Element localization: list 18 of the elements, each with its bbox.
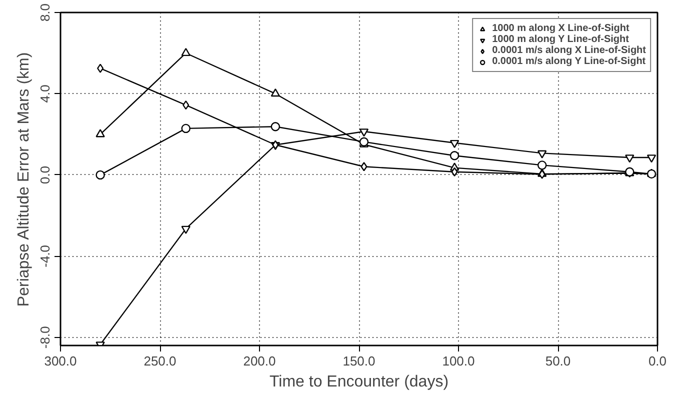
- x-tick-label: 100.0: [442, 354, 475, 368]
- x-tick-label: 50.0: [545, 354, 571, 368]
- y-tick-label: -8.0: [38, 326, 52, 349]
- y-axis-title: Periapse Altitude Error at Mars (km): [16, 52, 32, 307]
- x-tick-label: 300.0: [44, 354, 77, 368]
- legend-label: 0.0001 m/s along Y Line-of-Sight: [492, 56, 646, 67]
- legend-label: 1000 m along Y Line-of-Sight: [492, 34, 629, 45]
- y-tick-label: 4.0: [38, 84, 52, 103]
- legend-label: 0.0001 m/s along X Line-of-Sight: [492, 45, 646, 56]
- y-tick-label: 8.0: [38, 3, 52, 22]
- x-tick-label: 200.0: [243, 354, 276, 368]
- y-tick-label: 0.0: [38, 166, 52, 184]
- y-tick-label: -4.0: [38, 244, 52, 268]
- x-axis-title: Time to Encounter (days): [269, 374, 449, 390]
- x-tick-label: 250.0: [144, 354, 176, 368]
- x-tick-label: 0.0: [648, 354, 667, 368]
- x-tick-label: 150.0: [342, 354, 376, 368]
- legend-label: 1000 m along X Line-of-Sight: [492, 23, 630, 34]
